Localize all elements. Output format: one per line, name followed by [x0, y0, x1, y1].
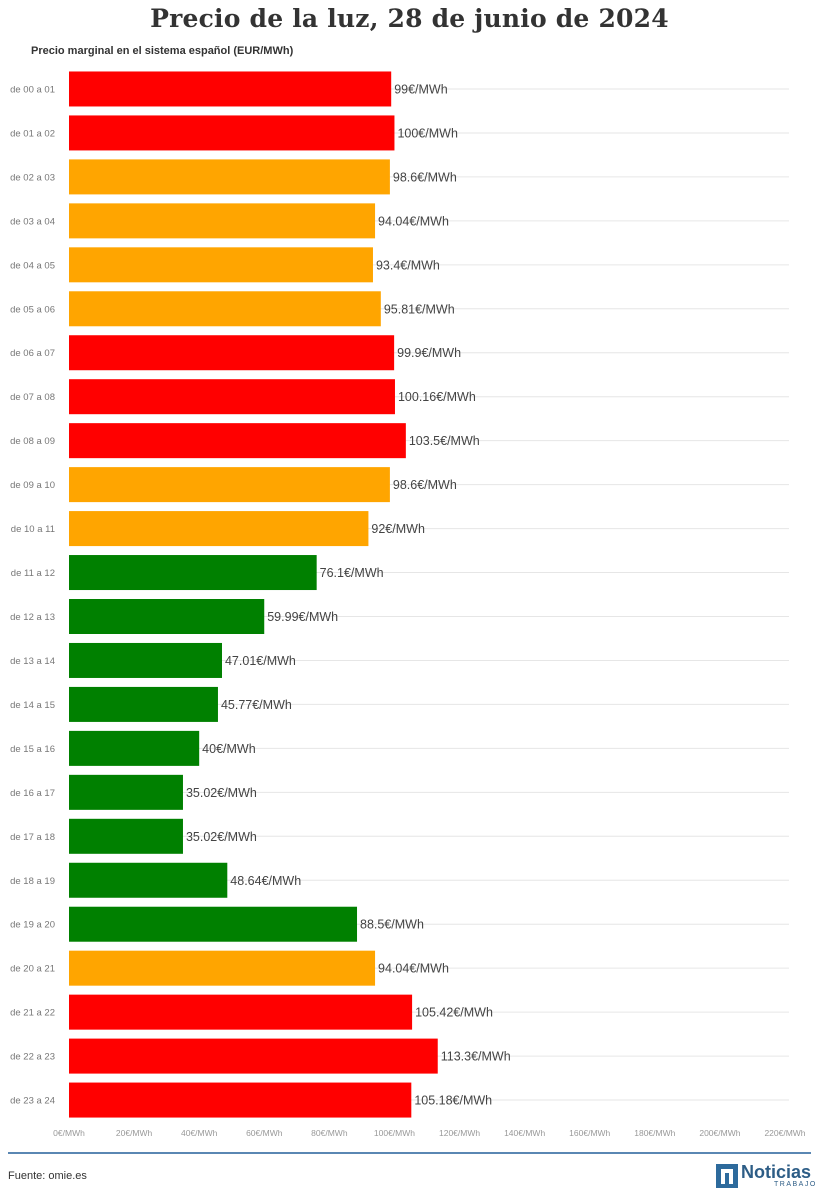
- category-label-18: de 18 a 19: [10, 876, 55, 887]
- bar-22: [69, 1038, 438, 1074]
- value-label-22: 113.3€/MWh: [441, 1050, 511, 1064]
- category-label-15: de 15 a 16: [10, 744, 55, 755]
- bar-16: [69, 774, 183, 810]
- category-label-4: de 04 a 05: [10, 260, 55, 271]
- x-tick-label-7: 140€/MWh: [504, 1128, 545, 1138]
- value-label-13: 47.01€/MWh: [225, 654, 296, 668]
- bars: [69, 71, 438, 1118]
- category-label-2: de 02 a 03: [10, 172, 55, 183]
- category-label-22: de 22 a 23: [10, 1052, 55, 1063]
- value-label-23: 105.18€/MWh: [414, 1094, 492, 1108]
- category-label-6: de 06 a 07: [10, 348, 55, 359]
- category-label-11: de 11 a 12: [11, 568, 55, 579]
- logo-word: Noticias: [741, 1162, 812, 1182]
- category-label-3: de 03 a 04: [10, 216, 55, 227]
- category-label-21: de 21 a 22: [10, 1008, 55, 1019]
- value-label-6: 99.9€/MWh: [397, 346, 461, 360]
- category-label-9: de 09 a 10: [10, 480, 55, 491]
- x-tick-label-10: 200€/MWh: [699, 1128, 740, 1138]
- x-tick-label-9: 180€/MWh: [634, 1128, 675, 1138]
- bar-10: [69, 511, 369, 547]
- x-tick-label-5: 100€/MWh: [374, 1128, 415, 1138]
- category-label-1: de 01 a 02: [10, 128, 55, 139]
- bar-7: [69, 379, 395, 415]
- bar-11: [69, 555, 317, 591]
- logo-sub: TRABAJO: [774, 1181, 817, 1188]
- category-labels: de 00 a 01 de 01 a 02 de 02 a 03 de 03 a 04…: [10, 84, 55, 1106]
- category-label-0: de 00 a 01: [10, 84, 55, 95]
- value-label-19: 88.5€/MWh: [360, 918, 424, 932]
- value-label-0: 99€/MWh: [394, 82, 448, 96]
- bar-12: [69, 599, 265, 634]
- x-axis-ticks: 0€/MWh 20€/MWh 40€/MWh 60€/MWh 80€/MWh 100€/M…: [53, 1128, 806, 1138]
- bar-21: [69, 994, 413, 1030]
- bar-8: [69, 423, 406, 459]
- x-tick-label-4: 80€/MWh: [311, 1128, 348, 1138]
- value-label-17: 35.02€/MWh: [186, 830, 257, 844]
- category-label-19: de 19 a 20: [10, 920, 55, 931]
- category-label-17: de 17 a 18: [10, 832, 55, 843]
- x-tick-label-3: 60€/MWh: [246, 1128, 283, 1138]
- value-label-12: 59.99€/MWh: [267, 610, 338, 624]
- bar-23: [69, 1082, 412, 1118]
- value-label-2: 98.6€/MWh: [393, 170, 457, 184]
- bar-15: [69, 730, 200, 766]
- value-label-20: 94.04€/MWh: [378, 962, 449, 976]
- x-tick-label-1: 20€/MWh: [116, 1128, 153, 1138]
- noticias-trabajo-logo: Noticias TRABAJO: [716, 1162, 815, 1190]
- category-label-8: de 08 a 09: [10, 436, 55, 447]
- bar-19: [69, 906, 358, 942]
- bar-6: [69, 335, 395, 371]
- category-label-12: de 12 a 13: [10, 612, 55, 623]
- bar-3: [69, 203, 376, 239]
- category-label-16: de 16 a 17: [10, 788, 55, 799]
- source-note: Fuente: omie.es: [8, 1170, 87, 1182]
- value-label-11: 76.1€/MWh: [320, 566, 384, 580]
- value-label-18: 48.64€/MWh: [230, 874, 301, 888]
- value-label-8: 103.5€/MWh: [409, 434, 480, 448]
- bar-18: [69, 862, 228, 898]
- category-label-20: de 20 a 21: [10, 964, 55, 975]
- x-tick-label-6: 120€/MWh: [439, 1128, 480, 1138]
- bar-13: [69, 642, 222, 678]
- chart-title: Precio de la luz, 28 de junio de 2024: [150, 4, 669, 33]
- category-label-14: de 14 a 15: [10, 700, 55, 711]
- bar-2: [69, 159, 390, 195]
- bar-9: [69, 467, 390, 503]
- bar-14: [69, 686, 218, 722]
- category-label-10: de 10 a 11: [11, 524, 55, 535]
- value-label-15: 40€/MWh: [202, 742, 256, 756]
- value-labels: 99€/MWh 100€/MWh 98.6€/MWh 94.04€/MWh 93.4€/…: [186, 82, 511, 1107]
- chart-subtitle: Precio marginal en el sistema español (E…: [31, 45, 294, 57]
- category-label-23: de 23 a 24: [10, 1096, 55, 1107]
- value-label-14: 45.77€/MWh: [221, 698, 292, 712]
- x-tick-label-0: 0€/MWh: [53, 1128, 85, 1138]
- value-label-1: 100€/MWh: [397, 126, 457, 140]
- footer-divider: [8, 1152, 811, 1154]
- x-tick-label-8: 160€/MWh: [569, 1128, 610, 1138]
- category-label-7: de 07 a 08: [10, 392, 55, 403]
- x-tick-label-11: 220€/MWh: [764, 1128, 805, 1138]
- bar-17: [69, 818, 183, 854]
- category-label-13: de 13 a 14: [10, 656, 55, 667]
- value-label-5: 95.81€/MWh: [384, 302, 455, 316]
- bar-5: [69, 291, 381, 327]
- bar-chart: 99€/MWh 100€/MWh 98.6€/MWh 94.04€/MWh 93.4€/…: [10, 71, 806, 1138]
- bar-4: [69, 247, 373, 283]
- value-label-7: 100.16€/MWh: [398, 390, 476, 404]
- x-tick-label-2: 40€/MWh: [181, 1128, 218, 1138]
- category-label-5: de 05 a 06: [10, 304, 55, 315]
- value-label-10: 92€/MWh: [371, 522, 425, 536]
- bar-20: [69, 950, 376, 986]
- value-label-9: 98.6€/MWh: [393, 478, 457, 492]
- value-label-3: 94.04€/MWh: [378, 214, 449, 228]
- bar-1: [69, 115, 395, 151]
- bar-0: [69, 71, 392, 107]
- value-label-21: 105.42€/MWh: [415, 1006, 493, 1020]
- grid-lines: [69, 88, 789, 1101]
- logo-mark-icon: [716, 1164, 738, 1188]
- value-label-4: 93.4€/MWh: [376, 258, 440, 272]
- value-label-16: 35.02€/MWh: [186, 786, 257, 800]
